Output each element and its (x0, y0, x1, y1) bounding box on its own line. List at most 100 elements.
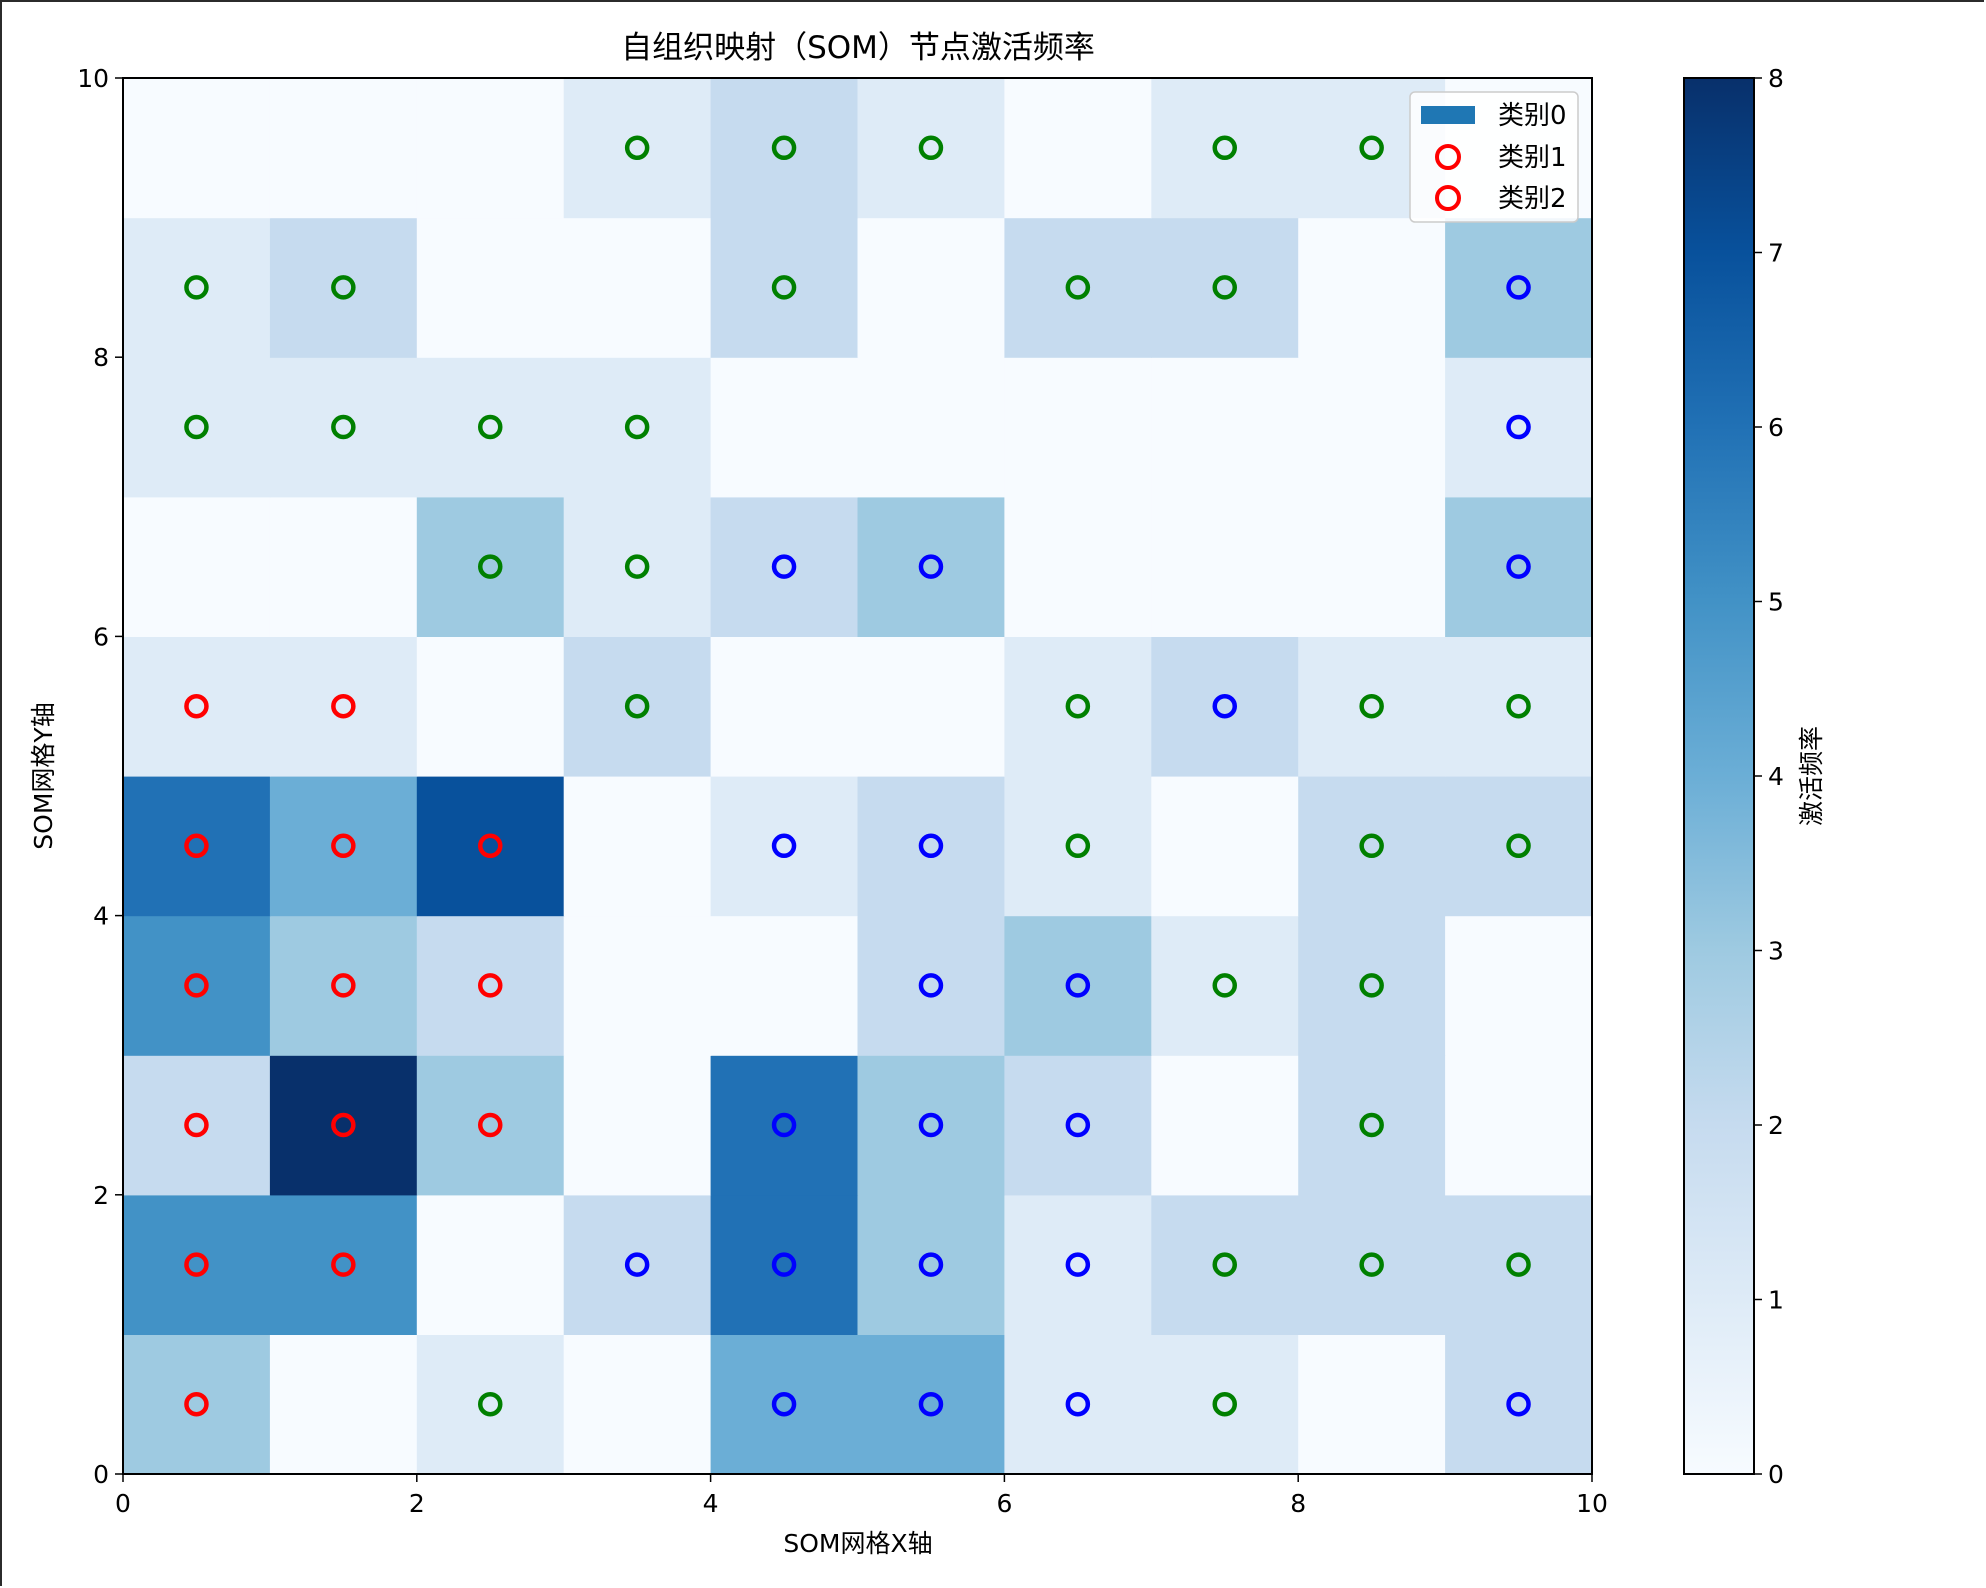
chart-title: 自组织映射（SOM）节点激活频率 (621, 30, 1095, 66)
class-marker (1212, 1391, 1237, 1417)
class-marker (1065, 1112, 1091, 1138)
y-tick-label: 8 (93, 343, 109, 372)
heatmap-cell (563, 357, 712, 498)
heatmap-cell (269, 217, 418, 358)
heatmap-cell (710, 1055, 859, 1196)
class-marker (1212, 275, 1237, 300)
class-marker (1359, 1252, 1384, 1277)
class-marker (331, 693, 356, 719)
class-marker (331, 414, 356, 440)
legend-marker-class1 (1435, 144, 1461, 170)
class-marker (771, 554, 797, 579)
class-marker (1506, 693, 1531, 719)
class-marker (1212, 135, 1237, 161)
heatmap-cell (269, 357, 418, 498)
heatmap-cell (1151, 357, 1299, 498)
legend-label-class2: 类别2 (1498, 184, 1567, 214)
heatmap-cell (416, 357, 565, 498)
colorbar-gradient (1683, 77, 1755, 1475)
colorbar: 0 1 2 3 4 5 6 7 8 激活频率 (1683, 64, 1826, 1489)
heatmap-cell (416, 636, 565, 777)
heatmap-cell (1004, 1194, 1152, 1335)
heatmap-cell (1445, 217, 1593, 358)
heatmap-cell (1151, 915, 1299, 1056)
heatmap-cell (1151, 496, 1299, 637)
heatmap-cell (416, 1055, 565, 1196)
heatmap-cell (123, 636, 271, 777)
heatmap-cell (1445, 496, 1593, 637)
heatmap-cell (857, 217, 1005, 358)
colorbar-tick-label: 8 (1768, 64, 1784, 93)
heatmap-cell (123, 1334, 271, 1475)
heatmap-cell (123, 217, 271, 358)
heatmap-cell (710, 496, 859, 637)
class-marker (918, 135, 944, 161)
heatmap-cell (1004, 1055, 1152, 1196)
class-marker (918, 554, 944, 579)
heatmap-cell (416, 776, 565, 917)
heatmap-cell (1151, 1334, 1299, 1475)
heatmap-cell (1004, 217, 1152, 358)
heatmap-cell (563, 636, 712, 777)
heatmap-cell (710, 1334, 859, 1475)
heatmap-cell (710, 1194, 859, 1335)
heatmap-cell (416, 1194, 565, 1335)
heatmap-cell (123, 915, 271, 1056)
heatmap-cell (563, 1194, 712, 1335)
heatmap-cell (1004, 776, 1152, 917)
heatmap-cell (1004, 1334, 1152, 1475)
class-marker (331, 833, 356, 859)
class-marker (918, 833, 944, 859)
class-marker (331, 275, 356, 300)
heatmap-cell (857, 496, 1005, 637)
heatmap-cell (1445, 915, 1593, 1056)
class-marker (478, 414, 503, 440)
class-marker (771, 1252, 797, 1277)
legend-label-class1: 类别1 (1498, 143, 1567, 173)
heatmap-cell (123, 1055, 271, 1196)
heatmap-cell (269, 1334, 418, 1475)
class-marker (771, 1391, 797, 1417)
class-marker (184, 1252, 209, 1277)
colorbar-tick-label: 1 (1768, 1286, 1784, 1315)
class-marker (1506, 414, 1531, 440)
heatmap-cell (563, 1334, 712, 1475)
heatmap-cell (123, 78, 271, 219)
heatmap-cell (1298, 776, 1446, 917)
colorbar-tick-label: 4 (1768, 762, 1784, 791)
heatmap-cell (269, 1055, 418, 1196)
class-marker (331, 1112, 356, 1138)
colorbar-tick-label: 2 (1768, 1111, 1784, 1140)
heatmap-cell (857, 776, 1005, 917)
x-tick-label: 6 (996, 1489, 1012, 1518)
colorbar-tick-label: 7 (1768, 239, 1784, 268)
heatmap-cell (1004, 915, 1152, 1056)
class-marker (1065, 1252, 1091, 1277)
class-marker (918, 1112, 944, 1138)
class-marker (184, 973, 209, 998)
heatmap-cell (857, 78, 1005, 219)
heatmap-cell (269, 915, 418, 1056)
class-marker (1359, 693, 1384, 719)
class-marker (771, 1112, 797, 1138)
heatmap-cell (857, 1194, 1005, 1335)
class-marker (331, 973, 356, 998)
heatmap-cell (269, 636, 418, 777)
heatmap-cell (416, 915, 565, 1056)
heatmap-cell (1298, 1334, 1446, 1475)
heatmap-cell (1445, 1055, 1593, 1196)
heatmap-cell (1151, 1194, 1299, 1335)
heatmap-cell (710, 915, 859, 1056)
heatmap-cell (416, 78, 565, 219)
class-marker (1506, 554, 1531, 579)
heatmap-cell (123, 357, 271, 498)
class-marker (1506, 1252, 1531, 1277)
heatmap-cell (563, 496, 712, 637)
heatmap-cell (1298, 496, 1446, 637)
class-marker (184, 833, 209, 859)
heatmap-cell (710, 78, 859, 219)
class-marker (478, 973, 503, 998)
class-marker (1065, 693, 1091, 719)
